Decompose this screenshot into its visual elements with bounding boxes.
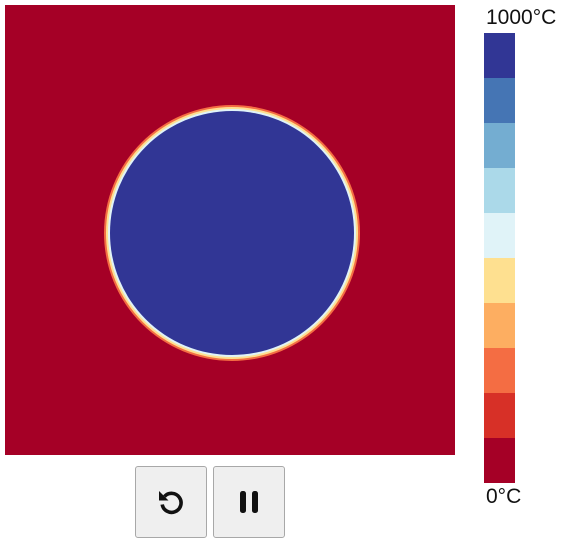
playback-controls — [135, 466, 285, 538]
pause-icon — [234, 487, 264, 517]
pause-button[interactable] — [213, 466, 285, 538]
legend-swatch — [484, 168, 515, 213]
legend-swatch — [484, 78, 515, 123]
legend-swatch — [484, 438, 515, 483]
legend-max-label: 1000°C — [486, 6, 557, 29]
hot-region — [110, 111, 354, 355]
legend-swatch — [484, 258, 515, 303]
legend-swatch — [484, 33, 515, 78]
temperature-canvas[interactable] — [5, 5, 455, 455]
color-scale-legend — [484, 33, 515, 483]
legend-min-label: 0°C — [486, 485, 522, 508]
reset-button[interactable] — [135, 466, 207, 538]
reset-icon — [154, 485, 188, 519]
legend-swatch — [484, 348, 515, 393]
legend-swatch — [484, 303, 515, 348]
legend-swatch — [484, 393, 515, 438]
legend-swatch — [484, 123, 515, 168]
legend-swatch — [484, 213, 515, 258]
